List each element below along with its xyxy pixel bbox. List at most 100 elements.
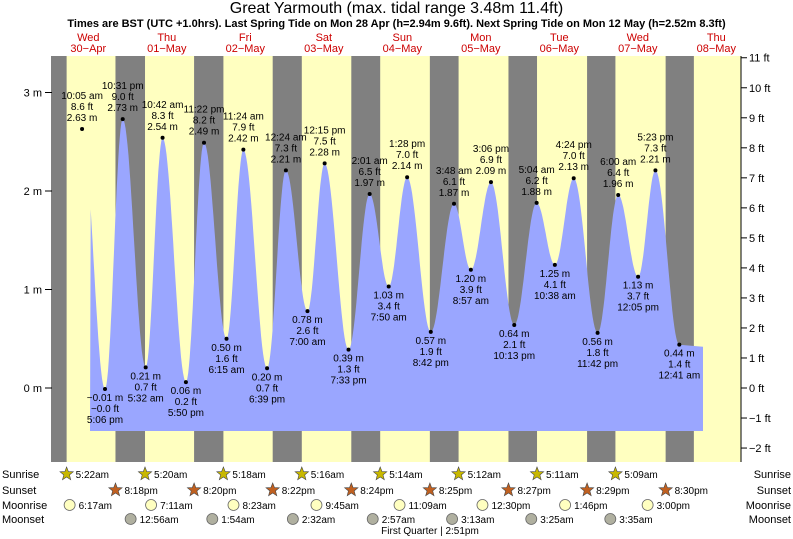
moonrise-time: 8:23am: [242, 501, 275, 512]
row-label-right: Moonrise: [746, 500, 791, 512]
day-of-week: Mon: [470, 32, 491, 44]
tide-height-ft: 1.6 ft: [215, 354, 237, 365]
sunset-time: 8:30pm: [675, 486, 708, 497]
tide-height-m: 2.54 m: [147, 122, 178, 133]
sunset-time: 8:22pm: [282, 486, 315, 497]
day-of-week: Thu: [157, 32, 176, 44]
moonset-time: 1:54am: [221, 515, 254, 526]
tide-height-ft: 0.7 ft: [256, 383, 278, 394]
sunset-icon: [658, 482, 674, 497]
tide-height-ft: 8.2 ft: [193, 116, 215, 127]
tide-time: 7:33 pm: [330, 376, 366, 387]
tide-height-ft: 3.9 ft: [460, 285, 482, 296]
right-tick-label: 9 ft: [749, 113, 764, 125]
sunrise-time: 5:16am: [311, 470, 344, 481]
moonrise-time: 7:11am: [160, 501, 193, 512]
tide-time: 5:04 am: [519, 165, 555, 176]
tide-label: 0.39 m1.3 ft7:33 pm: [330, 354, 366, 387]
tide-height-ft: 3.4 ft: [378, 302, 400, 313]
tide-time: 1:28 pm: [389, 139, 425, 150]
day-of-week: Thu: [707, 32, 726, 44]
tide-point: [552, 262, 557, 267]
tide-time: 6:39 pm: [249, 394, 285, 405]
tide-time: 10:05 am: [61, 91, 103, 102]
tide-height-m: 2.13 m: [558, 162, 589, 173]
tide-label: 10:05 am8.6 ft2.63 m: [61, 91, 103, 124]
moonset-icon: [525, 513, 538, 525]
tide-height-m: 0.20 m: [252, 372, 283, 383]
tide-height-ft: 7.9 ft: [232, 123, 254, 134]
tide-height-ft: 1.3 ft: [337, 365, 359, 376]
sunrise-time: 5:09am: [624, 470, 657, 481]
tide-label: 10:31 pm9.0 ft2.73 m: [102, 81, 144, 114]
sunrise-icon: [294, 466, 310, 481]
tide-height-m: 0.50 m: [211, 343, 242, 354]
day-date: 05−May: [461, 43, 501, 55]
tide-point: [534, 200, 539, 205]
sunset-time: 8:29pm: [596, 486, 629, 497]
tide-time: 8:42 pm: [413, 358, 449, 369]
day-date: 01−May: [147, 43, 187, 55]
tide-height-ft: 8.3 ft: [151, 111, 173, 122]
tide-time: 4:24 pm: [556, 140, 592, 151]
tide-point: [386, 284, 391, 289]
sunset-time: 8:27pm: [517, 486, 550, 497]
tide-height-ft: 6.1 ft: [443, 177, 465, 188]
moonrise-time: 9:45am: [325, 501, 358, 512]
day-of-week: Sun: [393, 32, 413, 44]
tide-height-ft: 9.0 ft: [112, 92, 134, 103]
tide-height-ft: 4.1 ft: [544, 280, 566, 291]
tide-label: 4:24 pm7.0 ft2.13 m: [556, 140, 592, 173]
day-date: 07−May: [618, 43, 658, 55]
tide-label: 12:24 am7.3 ft2.21 m: [265, 132, 307, 165]
tide-height-ft: 7.0 ft: [396, 150, 418, 161]
sunrise-time: 5:18am: [232, 470, 265, 481]
tide-height-m: 2.73 m: [107, 103, 138, 114]
tide-height-m: 0.44 m: [664, 349, 695, 360]
sunrise-time: 5:22am: [76, 470, 109, 481]
day-date: 02−May: [226, 43, 266, 55]
moonset-icon: [446, 513, 458, 525]
right-tick-label: 3 ft: [749, 293, 764, 305]
tide-point: [265, 366, 270, 371]
tide-height-ft: 0.7 ft: [135, 382, 157, 393]
moonset-time: 2:32am: [302, 515, 335, 526]
moonrise-icon: [559, 499, 572, 511]
right-tick-label: −1 ft: [749, 413, 771, 425]
tide-label: 5:04 am6.2 ft1.88 m: [519, 165, 555, 198]
sunset-icon: [343, 482, 359, 497]
sunset-icon: [265, 482, 281, 497]
tide-time: 11:22 pm: [184, 105, 225, 116]
sunrise-icon: [529, 466, 545, 481]
sunrise-icon: [372, 466, 388, 481]
tide-height-m: 0.06 m: [171, 386, 202, 397]
tide-point: [653, 168, 658, 173]
tide-label: 6:00 am6.4 ft1.96 m: [600, 157, 636, 190]
moonrise-icon: [310, 499, 323, 511]
moonset-icon: [366, 513, 379, 525]
row-label-right: Moonset: [749, 514, 791, 526]
day-of-week: Wed: [77, 32, 99, 44]
tide-height-ft: 7.0 ft: [563, 151, 585, 162]
tide-time: 5:32 am: [128, 393, 164, 404]
tide-point: [571, 176, 576, 181]
tide-time: 10:42 am: [142, 100, 184, 111]
sunrise-time: 5:12am: [468, 470, 501, 481]
right-tick-label: 11 ft: [749, 53, 770, 65]
moonset-time: 3:25am: [540, 515, 573, 526]
sunset-time: 8:24pm: [360, 486, 393, 497]
tide-time: 8:57 am: [453, 296, 489, 307]
moonrise-icon: [145, 499, 157, 511]
tide-label: 5:23 pm7.3 ft2.21 m: [637, 132, 673, 165]
sunrise-icon: [451, 466, 467, 481]
